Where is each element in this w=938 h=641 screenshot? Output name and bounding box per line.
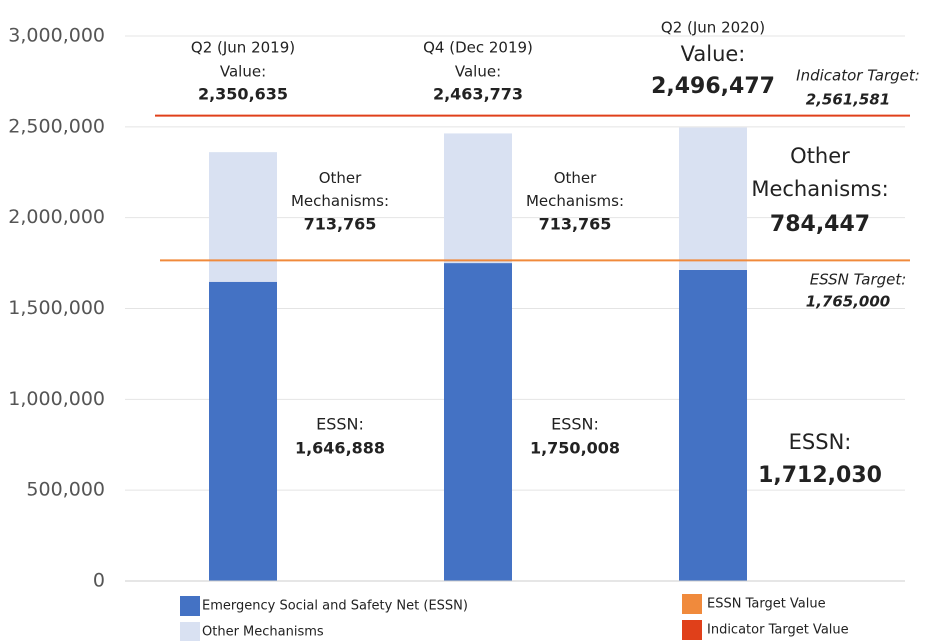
bar-segment: [444, 263, 512, 581]
data-label: 1,750,008: [530, 439, 620, 458]
y-tick-label: 1,000,000: [8, 388, 105, 410]
bar-segment: [444, 133, 512, 264]
total-label: 2,496,477: [651, 74, 775, 99]
segment-title: ESSN:: [316, 415, 364, 434]
data-label: 1,646,888: [295, 439, 385, 458]
y-tick-label: 0: [93, 570, 105, 592]
data-label: 784,447: [770, 212, 870, 237]
legend-swatch: [682, 620, 702, 640]
legend-swatch: [180, 622, 200, 641]
segment-title: ESSN:: [789, 430, 852, 454]
legend-label: Emergency Social and Safety Net (ESSN): [202, 599, 468, 614]
segment-title: ESSN:: [551, 415, 599, 434]
reference-value: 2,561,581: [806, 91, 890, 109]
legend-label: Indicator Target Value: [707, 623, 849, 638]
legend-label: ESSN Target Value: [707, 597, 826, 612]
total-label: 2,350,635: [198, 85, 288, 104]
y-tick-label: 500,000: [26, 479, 105, 501]
category-label: Q2 (Jun 2019): [191, 39, 295, 57]
bar-segment: [209, 152, 277, 282]
segment-title: Other Mechanisms:: [751, 144, 888, 201]
legend-swatch: [180, 596, 200, 616]
reference-value: 1,765,000: [806, 293, 890, 311]
reference-title: Indicator Target:: [796, 67, 920, 85]
y-tick-label: 3,000,000: [8, 25, 105, 47]
data-label: 1,712,030: [758, 463, 882, 488]
total-title: Value:: [681, 42, 746, 66]
y-tick-label: 2,000,000: [8, 206, 105, 228]
category-label: Q4 (Dec 2019): [423, 39, 533, 57]
data-label: 713,765: [539, 215, 612, 234]
category-label: Q2 (Jun 2020): [661, 19, 765, 37]
legend-label: Other Mechanisms: [202, 625, 324, 640]
total-title: Value:: [220, 63, 266, 81]
bar-segment: [679, 127, 747, 270]
y-tick-label: 2,500,000: [8, 115, 105, 137]
total-label: 2,463,773: [433, 85, 523, 104]
data-label: 713,765: [304, 215, 377, 234]
bar-segment: [209, 281, 277, 581]
bar-segment: [679, 269, 747, 581]
reference-title: ESSN Target:: [810, 271, 907, 289]
legend-swatch: [682, 594, 702, 614]
total-title: Value:: [455, 63, 501, 81]
segment-title: Other Mechanisms:: [526, 169, 624, 210]
segment-title: Other Mechanisms:: [291, 169, 389, 210]
y-tick-label: 1,500,000: [8, 297, 105, 319]
